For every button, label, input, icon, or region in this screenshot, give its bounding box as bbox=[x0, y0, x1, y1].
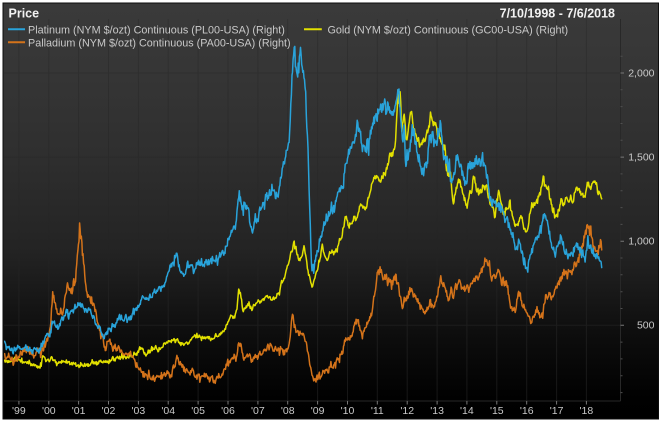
svg-text:'01: '01 bbox=[72, 405, 86, 417]
svg-text:'16: '16 bbox=[520, 405, 534, 417]
svg-text:'10: '10 bbox=[341, 405, 355, 417]
svg-text:'17: '17 bbox=[550, 405, 564, 417]
svg-text:500: 500 bbox=[637, 320, 655, 332]
svg-text:1,500: 1,500 bbox=[628, 151, 654, 163]
svg-text:'00: '00 bbox=[42, 405, 56, 417]
svg-text:2,000: 2,000 bbox=[628, 67, 654, 79]
svg-text:'06: '06 bbox=[221, 405, 235, 417]
svg-text:'04: '04 bbox=[161, 405, 175, 417]
svg-text:'99: '99 bbox=[12, 405, 26, 417]
svg-text:Platinum (NYM $/ozt) Continuou: Platinum (NYM $/ozt) Continuous (PL00-US… bbox=[28, 24, 285, 36]
svg-text:Price: Price bbox=[9, 7, 40, 21]
svg-text:'15: '15 bbox=[490, 405, 504, 417]
svg-text:'03: '03 bbox=[132, 405, 146, 417]
svg-text:'12: '12 bbox=[400, 405, 414, 417]
svg-text:Palladium (NYM $/ozt) Continuo: Palladium (NYM $/ozt) Continuous (PA00-U… bbox=[28, 37, 291, 49]
svg-text:'13: '13 bbox=[430, 405, 444, 417]
svg-text:'07: '07 bbox=[251, 405, 265, 417]
svg-text:'05: '05 bbox=[191, 405, 205, 417]
svg-text:'02: '02 bbox=[102, 405, 116, 417]
svg-text:Gold (NYM $/ozt) Continuous (G: Gold (NYM $/ozt) Continuous (GC00-USA) (… bbox=[328, 24, 569, 36]
svg-text:1,000: 1,000 bbox=[628, 236, 654, 248]
svg-text:'11: '11 bbox=[371, 405, 384, 417]
svg-text:'14: '14 bbox=[460, 405, 474, 417]
svg-text:7/10/1998 - 7/6/2018: 7/10/1998 - 7/6/2018 bbox=[500, 7, 615, 21]
svg-text:'18: '18 bbox=[580, 405, 594, 417]
svg-text:'08: '08 bbox=[281, 405, 295, 417]
svg-text:'09: '09 bbox=[311, 405, 325, 417]
